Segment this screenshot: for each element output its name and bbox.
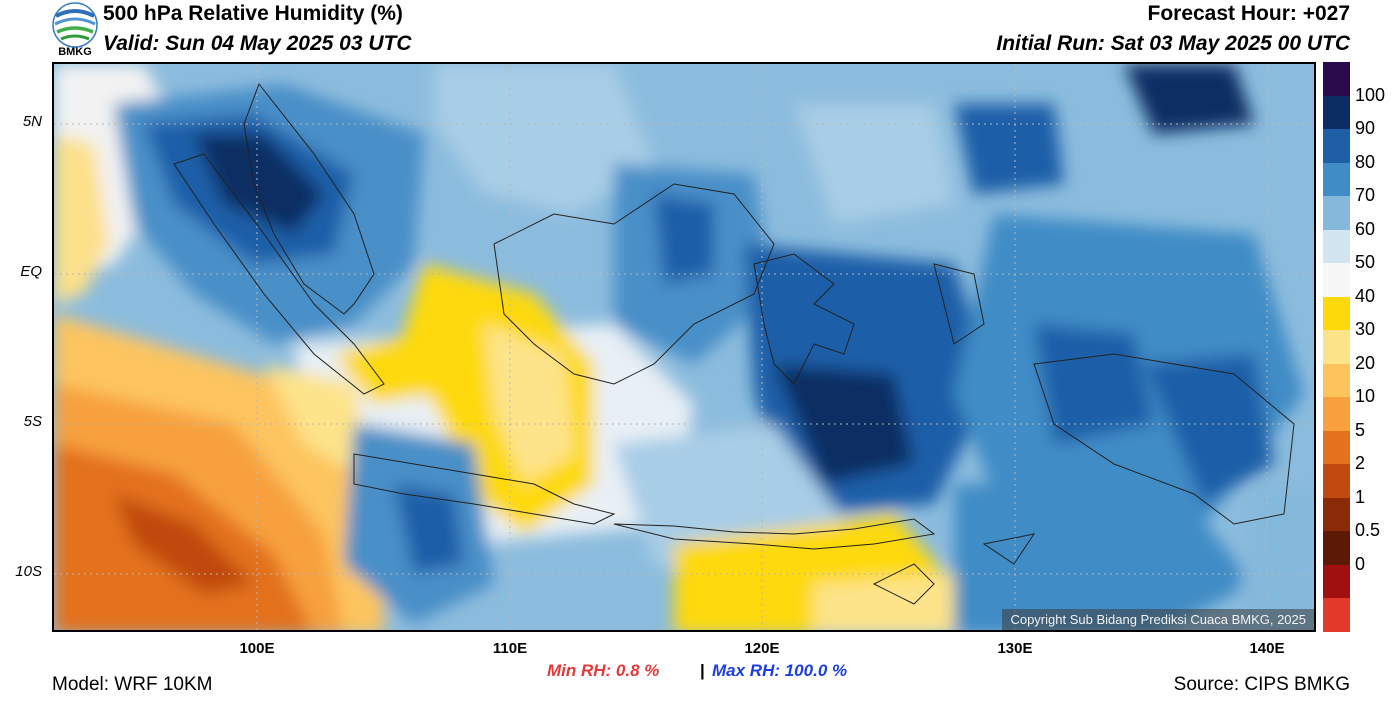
colorbar-label: 0 xyxy=(1355,553,1366,574)
colorbar-box xyxy=(1323,95,1350,130)
lon-label-100e: 100E xyxy=(239,640,275,657)
min-rh: Min RH: 0.8 % xyxy=(547,661,660,680)
source-label: Source: CIPS BMKG xyxy=(1173,674,1350,695)
colorbar-label: 5 xyxy=(1355,419,1366,440)
colorbar-box xyxy=(1323,464,1350,499)
colorbar-box xyxy=(1323,397,1350,432)
model-label: Model: WRF 10KM xyxy=(52,674,213,695)
colorbar-label: 40 xyxy=(1355,285,1376,306)
colorbar-box xyxy=(1323,229,1350,264)
colorbar-label: 0.5 xyxy=(1355,520,1381,541)
colorbar-label: 30 xyxy=(1355,319,1376,340)
colorbar-box xyxy=(1323,598,1350,633)
logo-text: BMKG xyxy=(58,46,92,58)
bmkg-logo: BMKG xyxy=(52,2,98,58)
colorbar-label: 1 xyxy=(1355,486,1366,507)
colorbar-label: 70 xyxy=(1355,185,1376,206)
separator: | xyxy=(700,661,705,680)
lat-label-eq: EQ xyxy=(20,263,42,280)
humidity-map: Copyright Sub Bidang Prediksi Cuaca BMKG… xyxy=(52,62,1316,632)
lat-label-10s: 10S xyxy=(15,563,42,580)
colorbar-box xyxy=(1323,196,1350,231)
colorbar-label: 100 xyxy=(1355,84,1386,105)
bmkg-logo-icon xyxy=(52,2,98,48)
max-rh: Max RH: 100.0 % xyxy=(712,661,848,680)
colorbar-label: 50 xyxy=(1355,252,1376,273)
colorbar-label: 20 xyxy=(1355,352,1376,373)
colorbar xyxy=(1323,62,1350,633)
chart-title: 500 hPa Relative Humidity (%) xyxy=(103,2,403,25)
colorbar-label: 60 xyxy=(1355,218,1376,239)
colorbar-label: 90 xyxy=(1355,118,1376,139)
colorbar-box xyxy=(1323,162,1350,197)
colorbar-box xyxy=(1323,62,1350,97)
valid-time: Valid: Sun 04 May 2025 03 UTC xyxy=(103,32,412,55)
lon-label-120e: 120E xyxy=(744,640,780,657)
colorbar-box xyxy=(1323,564,1350,599)
colorbar-box xyxy=(1323,330,1350,365)
forecast-hour: Forecast Hour: +027 xyxy=(1147,2,1351,25)
lon-label-110e: 110E xyxy=(492,640,528,657)
lat-label-5n: 5N xyxy=(22,113,42,130)
humidity-field xyxy=(54,64,1314,630)
colorbar-box xyxy=(1323,430,1350,465)
copyright-notice: Copyright Sub Bidang Prediksi Cuaca BMKG… xyxy=(1002,609,1314,630)
colorbar-box xyxy=(1323,531,1350,566)
colorbar-box xyxy=(1323,129,1350,164)
lat-label-5s: 5S xyxy=(23,413,42,430)
initial-run: Initial Run: Sat 03 May 2025 00 UTC xyxy=(996,32,1350,55)
colorbar-box xyxy=(1323,497,1350,532)
colorbar-label: 2 xyxy=(1355,453,1366,474)
lon-label-140e: 140E xyxy=(1249,640,1285,657)
colorbar-label: 10 xyxy=(1355,386,1376,407)
coastlines xyxy=(173,82,1295,605)
colorbar-box xyxy=(1323,263,1350,298)
graticule xyxy=(54,64,1314,630)
lon-label-130e: 130E xyxy=(997,640,1033,657)
colorbar-box xyxy=(1323,296,1350,331)
colorbar-label: 80 xyxy=(1355,151,1376,172)
colorbar-box xyxy=(1323,363,1350,398)
